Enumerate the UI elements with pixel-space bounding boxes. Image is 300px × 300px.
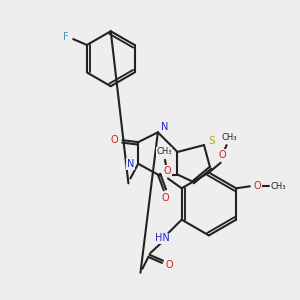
Text: N: N xyxy=(161,122,168,132)
Text: HN: HN xyxy=(155,233,170,243)
Text: F: F xyxy=(62,32,68,42)
Text: CH₃: CH₃ xyxy=(271,182,286,191)
Text: O: O xyxy=(219,150,226,160)
Text: O: O xyxy=(162,193,169,203)
Text: CH₃: CH₃ xyxy=(222,133,237,142)
Text: O: O xyxy=(254,181,262,191)
Text: O: O xyxy=(163,166,171,176)
Text: O: O xyxy=(111,135,118,145)
Text: CH₃: CH₃ xyxy=(156,148,172,157)
Text: S: S xyxy=(208,136,215,146)
Text: N: N xyxy=(127,159,134,169)
Text: O: O xyxy=(165,260,173,270)
